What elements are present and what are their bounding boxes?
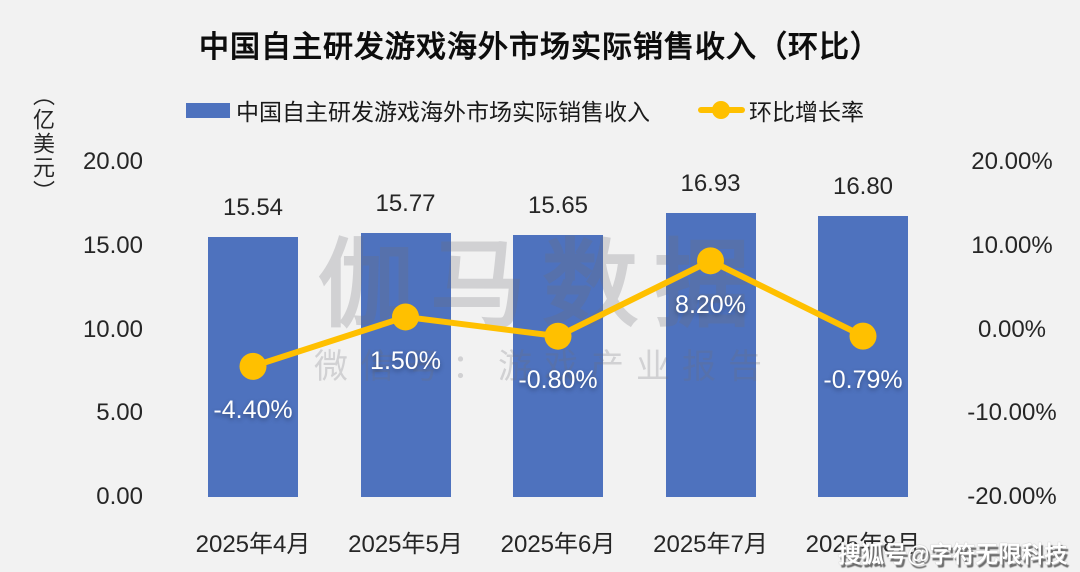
growth-value-label: -0.80%: [518, 366, 598, 395]
x-axis-label: 2025年6月: [500, 531, 616, 558]
left-axis-tick: 20.00: [82, 148, 143, 175]
right-axis-tick: 10.00%: [971, 231, 1053, 259]
legend-growth-line-icon: [698, 101, 745, 119]
revenue-bar: [360, 232, 451, 497]
x-axis-label: 2025年8月: [805, 531, 921, 558]
bar-value-label: 16.93: [680, 170, 741, 198]
right-axis-tick: -20.00%: [967, 483, 1057, 510]
left-axis-tick: 10.00: [82, 315, 143, 343]
growth-point-marker: [697, 247, 724, 275]
right-axis-tick: -10.00%: [967, 399, 1057, 427]
legend-item-growth: 环比增长率: [698, 93, 864, 127]
x-axis-label: 2025年4月: [195, 531, 311, 558]
bar-value-label: 15.54: [222, 193, 284, 221]
chart-title: 中国自主研发游戏海外市场实际销售收入（环比）: [199, 31, 881, 64]
growth-point-marker: [392, 303, 419, 331]
left-axis-tick: 0.00: [96, 483, 143, 510]
growth-point-marker: [239, 352, 267, 380]
x-axis-label: 2025年7月: [653, 531, 768, 558]
legend-item-revenue: 中国自主研发游戏海外市场实际销售收入: [186, 93, 650, 127]
right-axis-tick: 0.00%: [977, 315, 1047, 343]
right-axis-tick: 20.00%: [971, 148, 1053, 175]
left-axis-tick: 5.00: [96, 399, 143, 427]
revenue-bar: [513, 234, 603, 497]
growth-value-label: -0.79%: [823, 366, 903, 395]
bar-value-label: 15.77: [375, 189, 436, 217]
bar-value-label: 15.65: [527, 191, 589, 219]
bar-value-label: 16.80: [832, 172, 894, 200]
x-axis-label: 2025年5月: [348, 531, 463, 558]
legend: 中国自主研发游戏海外市场实际销售收入 环比增长率: [186, 93, 864, 127]
legend-revenue-swatch-icon: [186, 102, 230, 118]
watermark-sohu: 搜狐号@字符无限科技: [838, 541, 1068, 567]
left-axis-tick: 15.00: [82, 231, 143, 259]
growth-value-label: 1.50%: [370, 346, 441, 375]
revenue-bar: [818, 215, 908, 497]
growth-point-marker: [544, 322, 572, 350]
growth-point-marker: [849, 322, 877, 350]
legend-revenue-label: 中国自主研发游戏海外市场实际销售收入: [236, 99, 650, 125]
left-axis-unit: （亿美元）: [30, 84, 55, 204]
growth-value-label: 8.20%: [675, 290, 746, 319]
growth-value-label: -4.40%: [213, 396, 293, 425]
legend-growth-label: 环比增长率: [749, 99, 864, 125]
